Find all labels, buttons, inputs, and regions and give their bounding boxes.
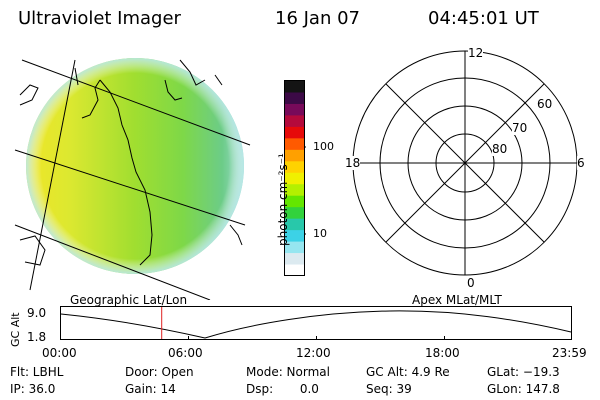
mode-value: Mode: Normal — [246, 365, 330, 379]
time-label: 04:45:01 UT — [428, 8, 539, 29]
gain-value: Gain: 14 — [125, 382, 176, 396]
lat-lon-grid — [14, 59, 251, 300]
colorbar-cell — [285, 207, 304, 220]
date-label: 16 Jan 07 — [275, 8, 360, 29]
colorbar-cell — [285, 103, 304, 116]
mlat-label-60: 60 — [537, 97, 553, 111]
polar-mlt-plot — [352, 50, 578, 276]
colorbar-cell — [285, 230, 304, 243]
mlt-label-0: 0 — [467, 276, 475, 290]
altitude-curve — [60, 310, 572, 339]
coastlines — [19, 59, 243, 266]
projection-right-label: Apex MLat/MLT — [412, 293, 502, 307]
colorbar-cell — [285, 81, 304, 93]
glat-value: GLat: −19.3 — [487, 365, 560, 379]
time-tick-1800: 18:00 — [425, 346, 460, 360]
time-tick-1200: 12:00 — [296, 346, 331, 360]
dsp-value: Dsp: 0.0 — [246, 382, 319, 396]
colorbar-cell — [285, 264, 304, 277]
colorbar-cell — [285, 161, 304, 174]
colorbar-cell — [285, 138, 304, 151]
colorbar-unit-label: photon cm⁻²s⁻¹ — [276, 153, 290, 246]
colorbar-cell — [285, 218, 304, 231]
colorbar-cell — [285, 115, 304, 128]
colorbar-cell — [285, 241, 304, 254]
ip-value: IP: 36.0 — [10, 382, 56, 396]
time-tick-2359: 23:59 — [552, 346, 587, 360]
seq-value: Seq: 39 — [366, 382, 412, 396]
colorbar-cell — [285, 253, 304, 266]
gc-alt-value: GC Alt: 4.9 Re — [366, 365, 450, 379]
time-tick-0000: 00:00 — [42, 346, 77, 360]
altitude-ytick-top: 9.0 — [27, 306, 47, 320]
glon-value: GLon: 147.8 — [487, 382, 560, 396]
altitude-plot — [60, 306, 572, 340]
altitude-ylabel: GC Alt — [9, 312, 22, 347]
mlt-label-6: 6 — [577, 156, 585, 170]
time-tick-0600: 06:00 — [168, 346, 203, 360]
filter-value: Flt: LBHL — [10, 365, 64, 379]
mlat-label-80: 80 — [492, 142, 508, 156]
colorbar — [284, 80, 306, 277]
uv-earth-image — [14, 58, 251, 300]
mlt-label-12: 12 — [468, 46, 484, 60]
colorbar-cell — [285, 195, 304, 208]
altitude-ytick-bottom: 1.8 — [27, 330, 47, 344]
colorbar-cell — [285, 126, 304, 139]
colorbar-cell — [285, 172, 304, 185]
projection-left-label: Geographic Lat/Lon — [70, 293, 188, 307]
colorbar-tick-10: 10 — [313, 227, 327, 240]
mlt-label-18: 18 — [345, 156, 361, 170]
colorbar-cell — [285, 184, 304, 197]
colorbar-cell — [285, 149, 304, 162]
instrument-title: Ultraviolet Imager — [18, 8, 181, 29]
colorbar-cell — [285, 92, 304, 105]
polar-diag-2 — [385, 83, 545, 243]
door-status: Door: Open — [125, 365, 194, 379]
mlat-label-70: 70 — [512, 121, 528, 135]
colorbar-tick-100: 100 — [313, 140, 334, 153]
